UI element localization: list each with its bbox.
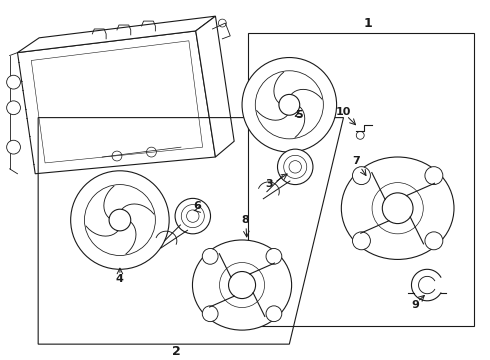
Text: 5: 5: [295, 110, 303, 120]
Polygon shape: [18, 16, 216, 53]
Circle shape: [7, 140, 21, 154]
Text: 8: 8: [241, 215, 249, 225]
Text: 1: 1: [364, 17, 372, 30]
Ellipse shape: [266, 248, 282, 264]
Ellipse shape: [193, 240, 292, 330]
Circle shape: [7, 75, 21, 89]
Circle shape: [228, 271, 256, 298]
Ellipse shape: [342, 157, 454, 260]
Text: 2: 2: [172, 345, 180, 357]
Circle shape: [382, 193, 413, 224]
Ellipse shape: [352, 232, 370, 250]
Ellipse shape: [266, 306, 282, 321]
Text: 10: 10: [336, 107, 351, 117]
Ellipse shape: [352, 167, 370, 185]
Ellipse shape: [425, 232, 443, 250]
Polygon shape: [18, 31, 216, 174]
Ellipse shape: [202, 306, 218, 321]
Text: 7: 7: [352, 156, 360, 166]
Circle shape: [242, 58, 337, 152]
Circle shape: [175, 198, 211, 234]
Ellipse shape: [425, 167, 443, 185]
Ellipse shape: [202, 248, 218, 264]
Text: 9: 9: [412, 300, 419, 310]
Circle shape: [109, 209, 131, 231]
Circle shape: [7, 101, 21, 114]
Text: 3: 3: [266, 179, 273, 189]
Polygon shape: [196, 16, 234, 157]
Circle shape: [71, 171, 169, 269]
Text: 4: 4: [116, 274, 124, 284]
Text: 6: 6: [193, 201, 201, 211]
Circle shape: [279, 94, 300, 115]
Circle shape: [277, 149, 313, 185]
